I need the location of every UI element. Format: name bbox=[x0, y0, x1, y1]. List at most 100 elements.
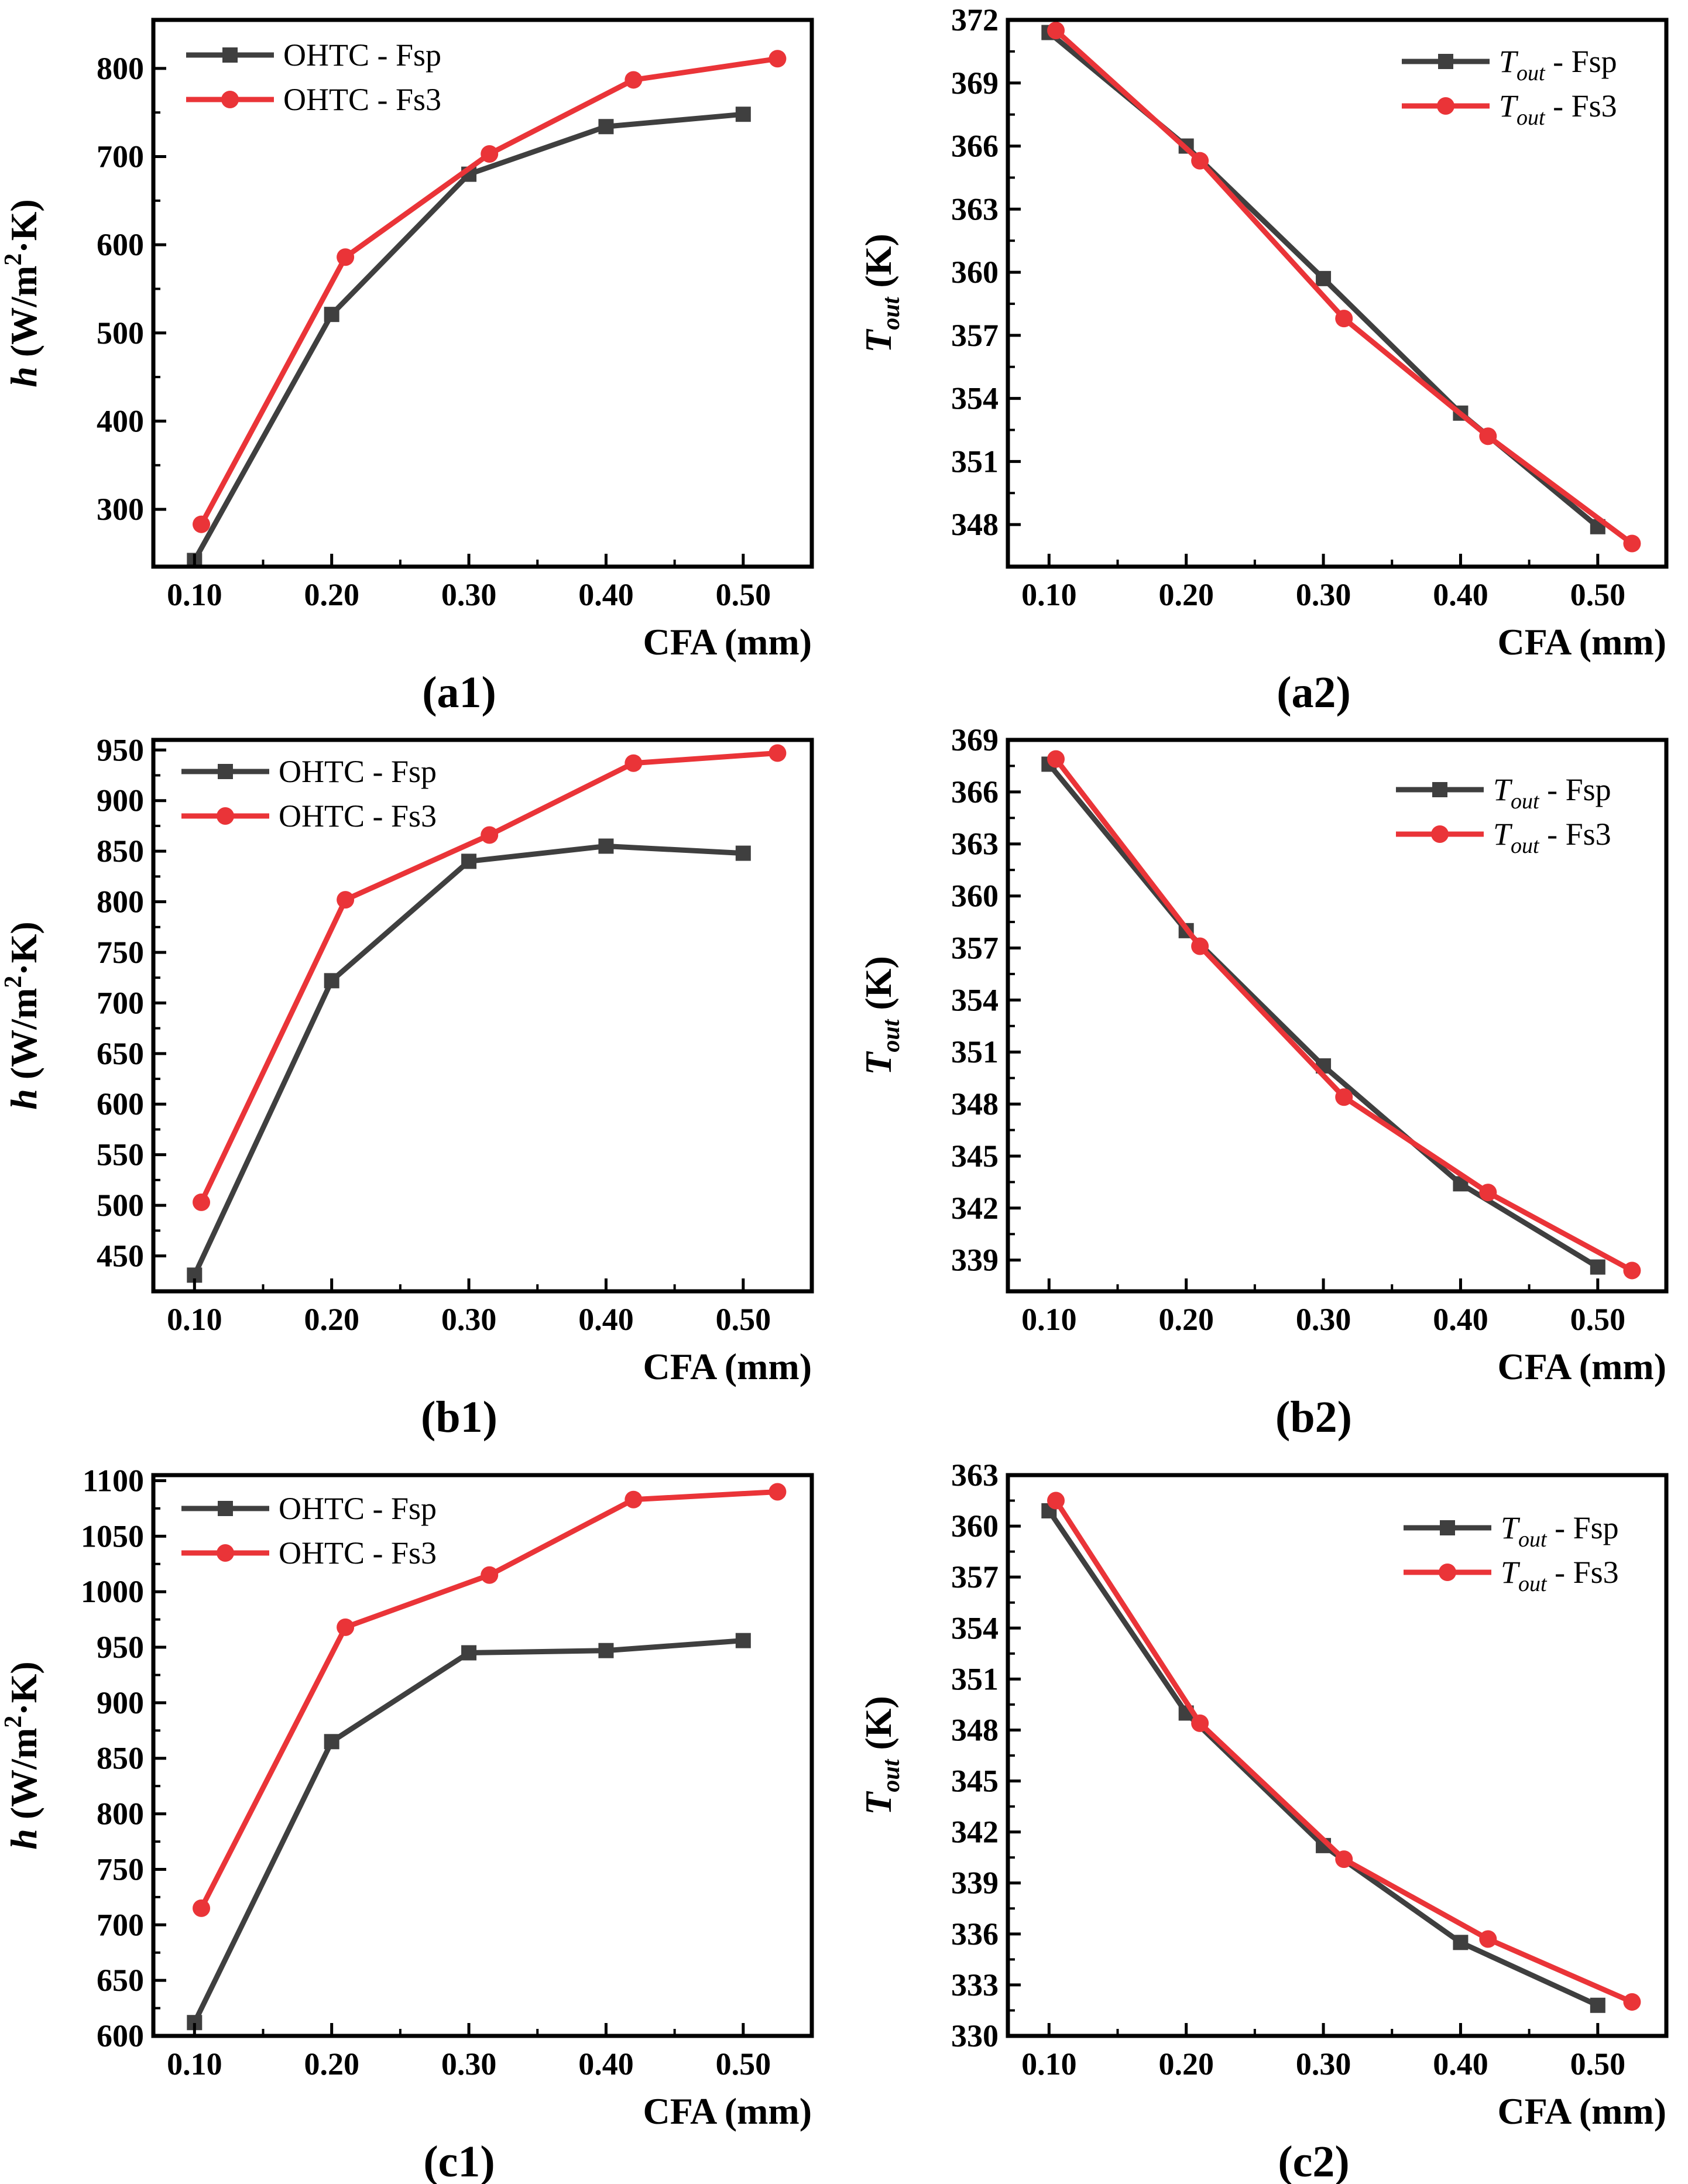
y-tick-label: 372 bbox=[951, 2, 999, 37]
x-axis-label: CFA (mm) bbox=[643, 2090, 812, 2132]
legend-label-fsp: OHTC - Fsp bbox=[279, 1491, 437, 1526]
plot-frame bbox=[151, 1473, 814, 2038]
y-tick-label: 351 bbox=[951, 1661, 999, 1696]
data-point-fs3 bbox=[337, 891, 355, 909]
y-tick-label: 1000 bbox=[81, 1574, 144, 1609]
legend-label-fs3: OHTC - Fs3 bbox=[283, 82, 441, 117]
x-tick-label: 0.10 bbox=[1021, 1302, 1077, 1337]
legend-marker-fsp bbox=[1438, 54, 1453, 69]
data-point-fs3 bbox=[1479, 427, 1497, 445]
panel-label: (c2) bbox=[1278, 2137, 1349, 2184]
data-point-fsp bbox=[461, 1645, 477, 1661]
data-point-fs3 bbox=[193, 1193, 211, 1211]
data-point-fsp bbox=[324, 307, 339, 323]
x-tick-label: 0.50 bbox=[716, 577, 771, 612]
x-tick-label: 0.30 bbox=[1296, 577, 1351, 612]
y-tick-label: 336 bbox=[951, 1916, 999, 1952]
data-point-fsp bbox=[461, 853, 477, 869]
panel-label: (c1) bbox=[423, 2137, 495, 2184]
y-tick-label: 550 bbox=[97, 1137, 144, 1172]
x-tick-label: 0.30 bbox=[1296, 2046, 1351, 2082]
y-tick-label: 650 bbox=[97, 1036, 144, 1071]
x-tick-label: 0.10 bbox=[1021, 577, 1077, 612]
data-point-fs3 bbox=[625, 1490, 643, 1508]
x-tick-label: 0.20 bbox=[1158, 1302, 1214, 1337]
data-point-fs3 bbox=[1623, 1261, 1641, 1280]
y-tick-label: 750 bbox=[97, 935, 144, 970]
y-tick-label: 400 bbox=[97, 403, 144, 438]
data-point-fs3 bbox=[481, 145, 499, 163]
y-tick-label: 800 bbox=[97, 884, 144, 920]
y-tick-label: 600 bbox=[97, 227, 144, 262]
x-tick-label: 0.30 bbox=[441, 577, 497, 612]
x-tick-label: 0.20 bbox=[304, 1302, 359, 1337]
y-tick-label: 342 bbox=[951, 1815, 999, 1850]
y-tick-label: 360 bbox=[951, 1508, 999, 1544]
x-axis-label: CFA (mm) bbox=[643, 621, 812, 663]
plot-frame bbox=[151, 18, 814, 569]
data-point-fsp bbox=[1453, 1935, 1469, 1950]
y-tick-label: 333 bbox=[951, 1967, 999, 2003]
x-tick-label: 0.20 bbox=[304, 2046, 359, 2082]
x-axis-label: CFA (mm) bbox=[1498, 621, 1667, 663]
data-point-fs3 bbox=[1191, 1714, 1209, 1732]
plot-frame bbox=[1006, 738, 1669, 1294]
y-tick-label: 369 bbox=[951, 722, 999, 757]
data-point-fs3 bbox=[1335, 310, 1353, 328]
y-tick-label: 1100 bbox=[83, 1463, 144, 1498]
panel-b2: 0.10 0.20 0.30 0.40 0.50 339 342 345 348 351 354 35… bbox=[857, 722, 1669, 1442]
legend-label-fsp: Tout - Fsp bbox=[1499, 44, 1617, 85]
legend-marker-fs3 bbox=[217, 807, 234, 825]
panel-label: (a1) bbox=[422, 668, 496, 717]
y-axis-label: h (W/m2·K) bbox=[0, 199, 44, 387]
data-point-fs3 bbox=[1479, 1184, 1497, 1202]
y-tick-label: 500 bbox=[97, 316, 144, 351]
data-point-fsp bbox=[1590, 1997, 1605, 2013]
data-point-fs3 bbox=[768, 50, 787, 68]
data-point-fs3 bbox=[768, 1483, 787, 1501]
data-point-fsp bbox=[324, 973, 339, 989]
data-point-fs3 bbox=[768, 744, 787, 762]
panel-a1: 0.10 0.20 0.30 0.40 0.50 300 400 500 600 700 800 CF… bbox=[0, 18, 814, 717]
x-tick-label: 0.40 bbox=[578, 2046, 634, 2082]
legend-label-fs3: Tout - Fs3 bbox=[1499, 88, 1617, 130]
data-point-fs3 bbox=[625, 754, 643, 772]
legend-marker-fsp bbox=[1432, 782, 1447, 797]
y-axis-label: Tout (K) bbox=[857, 956, 905, 1075]
panel-a2: 0.10 0.20 0.30 0.40 0.50 348 351 354 357 360 363 36… bbox=[857, 2, 1669, 717]
y-axis-label: Tout (K) bbox=[857, 1696, 905, 1815]
x-axis-label: CFA (mm) bbox=[1498, 2090, 1667, 2132]
data-point-fsp bbox=[735, 845, 751, 861]
data-point-fs3 bbox=[1623, 1993, 1641, 2011]
plot-frame bbox=[151, 738, 814, 1294]
legend-label-fs3: OHTC - Fs3 bbox=[279, 1535, 437, 1571]
panel-b1: 0.10 0.20 0.30 0.40 0.50 450 500 550 600 650 700 75… bbox=[0, 732, 814, 1442]
legend-marker-fs3 bbox=[1437, 97, 1454, 115]
y-tick-label: 1050 bbox=[81, 1518, 144, 1554]
x-tick-label: 0.40 bbox=[578, 577, 634, 612]
y-tick-label: 354 bbox=[951, 1610, 999, 1645]
legend-marker-fsp bbox=[218, 764, 233, 779]
x-tick-label: 0.20 bbox=[1158, 577, 1214, 612]
y-axis-label: h (W/m2·K) bbox=[0, 921, 44, 1109]
y-tick-label: 354 bbox=[951, 381, 999, 416]
y-tick-label: 450 bbox=[97, 1239, 144, 1274]
y-tick-label: 850 bbox=[97, 1741, 144, 1776]
data-point-fsp bbox=[735, 107, 751, 122]
y-tick-label: 330 bbox=[951, 2018, 999, 2053]
legend: OHTC - Fsp OHTC - Fs3 bbox=[181, 1491, 437, 1571]
x-tick-label: 0.20 bbox=[1158, 2046, 1214, 2082]
data-point-fs3 bbox=[193, 515, 211, 533]
y-tick-label: 348 bbox=[951, 1086, 999, 1122]
data-point-fsp bbox=[1316, 270, 1332, 286]
data-point-fs3 bbox=[1335, 1088, 1353, 1106]
data-point-fs3 bbox=[481, 1566, 499, 1584]
x-tick-label: 0.30 bbox=[441, 1302, 497, 1337]
panel-label: (b1) bbox=[421, 1393, 498, 1442]
y-tick-label: 363 bbox=[951, 1458, 999, 1493]
x-tick-label: 0.50 bbox=[1570, 2046, 1626, 2082]
y-tick-label: 950 bbox=[97, 1630, 144, 1665]
x-axis-label: CFA (mm) bbox=[1498, 1346, 1667, 1387]
